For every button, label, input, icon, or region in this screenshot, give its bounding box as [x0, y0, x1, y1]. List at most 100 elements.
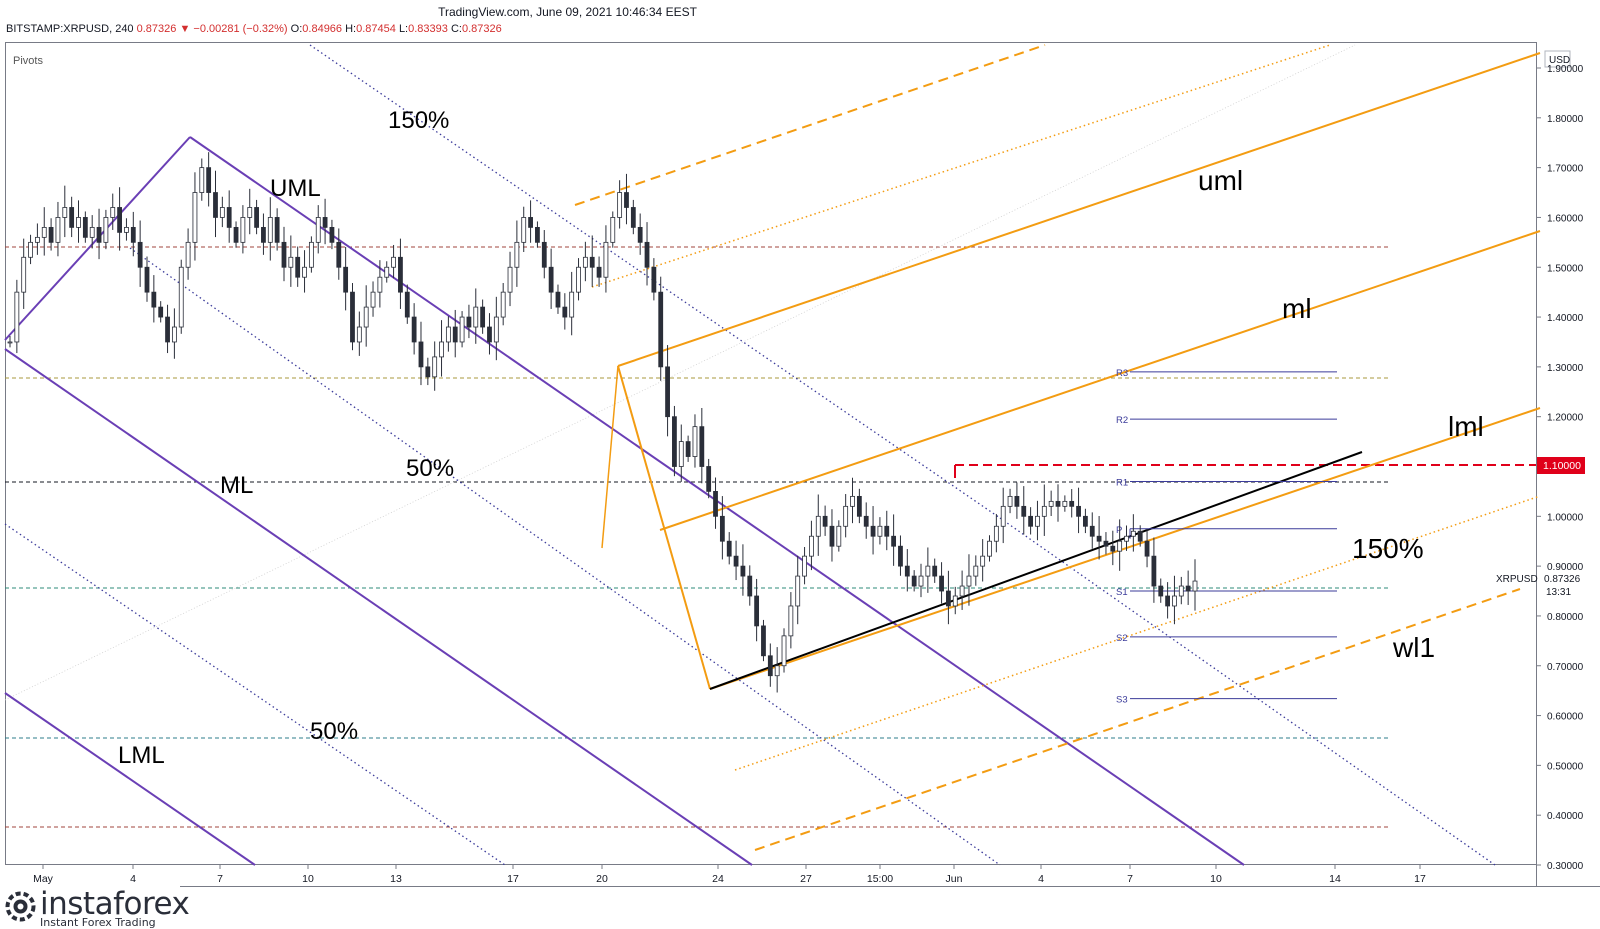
pivot-label-r2: R2 [1116, 415, 1128, 426]
high-value: 0.87454 [356, 23, 396, 35]
candle-body [836, 525, 842, 547]
candle-body [952, 595, 958, 607]
candle-body [877, 525, 883, 537]
candle-body [1014, 495, 1020, 507]
candle-body [480, 306, 486, 328]
candle-body [384, 266, 390, 278]
price-tag-symbol: XRPUSD [1496, 574, 1538, 585]
candle-body [1151, 555, 1157, 587]
pivot-label-s3: S3 [1116, 695, 1128, 706]
candle-body [377, 276, 383, 293]
candle-body [151, 291, 157, 308]
candle-body [521, 217, 527, 243]
y-tick-label: 1.70000 [1547, 164, 1584, 175]
candle-body [247, 207, 253, 218]
symbol-name: BITSTAMP:XRPUSD, 240 [6, 23, 134, 35]
candle-body [788, 605, 794, 637]
purple-pitchfork [4, 44, 1496, 866]
close-label: C: [450, 23, 462, 35]
last-price: 0.87326 [136, 23, 177, 35]
x-tick-label: 10 [302, 873, 314, 885]
candle-body [644, 241, 650, 268]
x-tick-label: 27 [800, 873, 812, 885]
open-label: O: [290, 23, 303, 35]
candle-body [891, 535, 897, 547]
candle-body [473, 306, 479, 328]
candle-body [993, 525, 999, 542]
orange-150-inner [591, 44, 1331, 288]
candle-body [1192, 580, 1198, 592]
candle-body [678, 441, 684, 467]
annotation-ML: ML [220, 472, 253, 499]
candle-body [233, 226, 239, 243]
pivots-indicator-label: Pivots [13, 55, 43, 67]
candle-body [267, 217, 273, 243]
x-tick-label: 17 [1414, 873, 1426, 885]
candle-body [356, 326, 362, 343]
candle-body [1110, 545, 1116, 552]
faint-guide-line [4, 44, 1356, 701]
candle-body [185, 241, 191, 268]
candle-body [1103, 540, 1109, 547]
price-axis[interactable]: 1.90000 1.80000 1.70000 1.60000 1.50000 1.400… [1537, 64, 1584, 872]
candle-body [1137, 530, 1143, 542]
candle-body [610, 217, 616, 243]
candle-body [144, 266, 150, 293]
candle-body [302, 266, 307, 278]
candle-body [158, 306, 164, 318]
current-price-tag: XRPUSD 0.87326 13:31 [1496, 574, 1581, 598]
y-tick-label: 0.40000 [1547, 811, 1584, 822]
y-tick-label: 0.60000 [1547, 712, 1584, 723]
candle-body [445, 326, 451, 343]
y-tick-label: 1.30000 [1547, 363, 1584, 374]
candle-body [754, 595, 760, 627]
candle-body [1041, 505, 1047, 517]
candle-body [308, 241, 314, 268]
candle-body [1048, 500, 1054, 507]
candle-body [898, 545, 903, 567]
price-tag-countdown: 13:31 [1546, 587, 1571, 598]
candle-body [1130, 530, 1136, 537]
pivot-label-r3: R3 [1116, 368, 1128, 379]
candle-body [582, 256, 588, 268]
candle-body [630, 207, 636, 228]
candle-body [199, 167, 205, 193]
annotation-50-mid: 50% [406, 455, 454, 482]
candle-body [672, 416, 677, 467]
y-tick-label: 0.30000 [1547, 861, 1584, 872]
candle-body [452, 326, 458, 343]
down-arrow-icon: ▼ [179, 23, 191, 35]
candle-body [747, 575, 753, 597]
candle-body [261, 226, 266, 243]
candle-body [137, 241, 143, 268]
candle-body [1055, 500, 1061, 507]
candle-body [774, 665, 780, 677]
candle-body [1028, 515, 1034, 527]
candle-body [336, 241, 342, 268]
candle-body [939, 575, 944, 592]
orange-wl1-dashed [754, 588, 1521, 851]
candle-body [1124, 535, 1129, 542]
annotation-LML: LML [118, 742, 165, 769]
time-axis[interactable]: May 4 7 10 13 17 20 24 27 15:00 Jun 4 7 10 14 17 [33, 865, 1426, 885]
x-tick-label: May [33, 873, 54, 885]
candle-body [692, 426, 698, 457]
candle-body [391, 256, 396, 268]
candle-body [500, 291, 506, 318]
candle-body [165, 316, 170, 343]
candle-body [76, 217, 81, 228]
candle-body [350, 291, 355, 343]
x-tick-label: 14 [1329, 873, 1341, 885]
x-tick-label: 17 [507, 873, 519, 885]
candle-body [1021, 505, 1027, 517]
candle-body [274, 217, 280, 243]
orange-uml-line [617, 52, 1541, 367]
candle-body [1096, 535, 1102, 542]
candle-body [315, 217, 321, 243]
candle-body [829, 525, 835, 547]
annotation-UML: UML [270, 175, 321, 202]
candle-body [706, 466, 712, 492]
y-tick-label: 0.50000 [1547, 761, 1584, 772]
candle-body [822, 515, 828, 527]
